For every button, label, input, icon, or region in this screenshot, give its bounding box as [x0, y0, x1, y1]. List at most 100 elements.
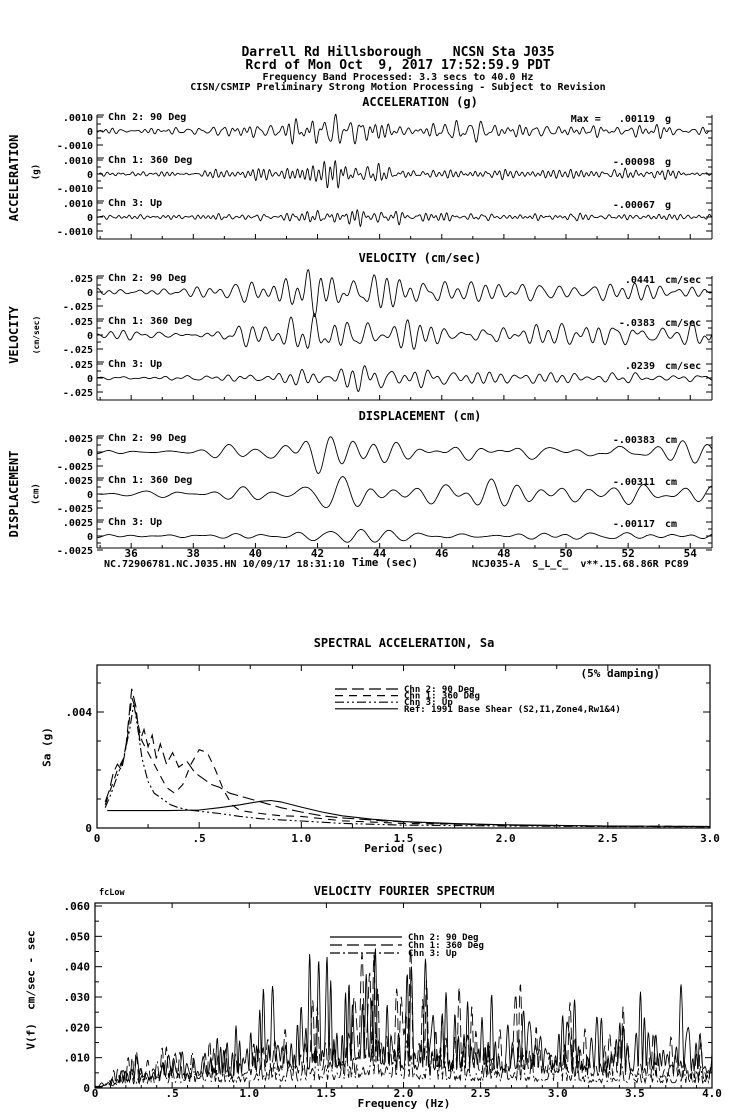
- sa-series: [107, 799, 711, 828]
- peak-value-label: -.00117: [613, 519, 655, 530]
- sa-title: SPECTRAL ACCELERATION, Sa: [313, 636, 495, 650]
- frequency-axis-label: Frequency (Hz): [357, 1097, 451, 1110]
- time-tick-label: 40: [249, 547, 262, 560]
- peak-unit-label: cm/sec: [665, 318, 701, 329]
- peak-unit-label: cm/sec: [665, 275, 701, 286]
- time-tick-label: 36: [125, 547, 139, 560]
- scale-label: -.0025: [57, 462, 93, 473]
- time-tick-label: 48: [497, 547, 510, 560]
- peak-unit-label: g: [665, 157, 671, 168]
- peak-unit-label: cm/sec: [665, 361, 701, 372]
- channel-label: Chn 2: 90 Deg: [108, 433, 186, 444]
- channel-label: Chn 3: Up: [108, 517, 162, 528]
- waveform: [96, 476, 713, 509]
- fr-xtick-label: 0: [92, 1087, 99, 1100]
- legend-label: Ref: 1991 Base Shear (S2,I1,Zone4,Rw1&4): [404, 705, 621, 715]
- time-tick-label: 52: [622, 547, 635, 560]
- legend-label: Chn 2: 90 Deg: [408, 933, 478, 943]
- time-tick-label: 42: [311, 547, 324, 560]
- fourier-series: [94, 1033, 713, 1088]
- velocity-axis-unit: (cm/sec): [32, 315, 41, 355]
- fr-ytick-label: .060: [64, 900, 91, 913]
- scale-label: 0: [87, 532, 93, 543]
- acceleration-axis-label: ACCELERATION: [7, 134, 21, 222]
- record-timestamp: Rcrd of Mon Oct 9, 2017 17:52:59.9 PDT: [245, 58, 551, 73]
- waveform: [96, 209, 713, 228]
- velocity-axis-label: VELOCITY: [7, 306, 21, 364]
- fr-xtick-label: 4.0: [702, 1087, 722, 1100]
- sa-xtick-label: 1.5: [394, 832, 414, 845]
- sa-ytick-label: 0: [85, 822, 92, 835]
- channel-label: Chn 2: 90 Deg: [108, 112, 186, 123]
- sa-series: [104, 703, 711, 828]
- channel-label: Chn 2: 90 Deg: [108, 273, 186, 284]
- velocity-title: VELOCITY (cm/sec): [358, 251, 482, 265]
- fr-ytick-label: .010: [64, 1052, 91, 1065]
- channel-label: Chn 3: Up: [108, 359, 162, 370]
- scale-label: -.025: [63, 345, 93, 356]
- frequency-band-note: Frequency Band Processed: 3.3 secs to 40…: [262, 72, 534, 83]
- acceleration-title: ACCELERATION (g): [362, 95, 478, 109]
- acceleration-axis-unit: (g): [31, 163, 42, 181]
- peak-value-label: -.00067: [613, 200, 655, 211]
- scale-label: .0010: [63, 156, 93, 167]
- sa-series: [104, 688, 711, 828]
- peak-value-label: -.00098: [613, 157, 655, 168]
- scale-label: -.0010: [57, 184, 93, 195]
- peak-value-label: .0239: [625, 361, 655, 372]
- peak-value-label: Max = .00119: [571, 114, 655, 125]
- scale-label: -.0010: [57, 141, 93, 152]
- legend-label: Chn 3: Up: [408, 949, 457, 959]
- fr-ytick-label: .050: [64, 930, 91, 943]
- sa-ytick-label: .004: [66, 706, 93, 719]
- scale-label: -.025: [63, 302, 93, 313]
- time-tick-label: 54: [684, 547, 698, 560]
- channel-label: Chn 1: 360 Deg: [108, 155, 192, 166]
- processing-note: CISN/CSMIP Preliminary Strong Motion Pro…: [190, 82, 606, 93]
- fc-low-label: fcLow: [99, 888, 125, 898]
- waveform: [96, 160, 713, 189]
- scale-label: .0025: [63, 476, 93, 487]
- peak-value-label: -.00383: [613, 435, 655, 446]
- peak-unit-label: cm: [665, 519, 677, 530]
- legend-label: Chn 2: 90 Deg: [404, 685, 474, 695]
- channel-label: Chn 3: Up: [108, 198, 162, 209]
- peak-unit-label: g: [665, 114, 671, 125]
- sa-xtick-label: 2.0: [496, 832, 516, 845]
- legend-label: Chn 1: 360 Deg: [404, 692, 480, 702]
- fr-xtick-label: .5: [166, 1087, 179, 1100]
- time-axis-label: Time (sec): [351, 556, 419, 569]
- scale-label: .025: [69, 274, 93, 285]
- scale-label: 0: [87, 490, 93, 501]
- fr-ytick-label: .020: [64, 1021, 91, 1034]
- peak-unit-label: cm: [665, 477, 677, 488]
- waveform: [96, 268, 713, 318]
- fr-ytick-label: 0: [83, 1082, 90, 1095]
- peak-value-label: -.00311: [613, 477, 655, 488]
- scale-label: -.0025: [57, 546, 93, 557]
- scale-label: 0: [87, 448, 93, 459]
- fourier-title: VELOCITY FOURIER SPECTRUM: [313, 884, 495, 898]
- sa-xtick-label: 0: [94, 832, 101, 845]
- peak-value-label: -.0383: [619, 318, 655, 329]
- damping-note: (5% damping): [580, 667, 660, 680]
- waveform: [97, 365, 713, 392]
- record-id-footer: NC.72906781.NC.J035.HN 10/09/17 18:31:10: [104, 559, 345, 570]
- fr-ytick-label: .040: [64, 961, 91, 974]
- peak-unit-label: cm: [665, 435, 677, 446]
- scale-label: 0: [87, 374, 93, 385]
- fourier-series: [94, 948, 713, 1088]
- fourier-frame: [94, 902, 713, 1089]
- scale-label: .0025: [63, 434, 93, 445]
- sa-xtick-label: 2.5: [598, 832, 618, 845]
- legend-label: Chn 1: 360 Deg: [408, 941, 484, 951]
- channel-label: Chn 1: 360 Deg: [108, 475, 192, 486]
- fr-xtick-label: 3.5: [625, 1087, 645, 1100]
- waveform: [97, 312, 713, 350]
- scale-label: .025: [69, 360, 93, 371]
- station-title: Darrell Rd Hillsborough NCSN Sta J035: [241, 45, 555, 60]
- waveform: [96, 113, 713, 145]
- scale-label: 0: [87, 213, 93, 224]
- scale-label: .0025: [63, 518, 93, 529]
